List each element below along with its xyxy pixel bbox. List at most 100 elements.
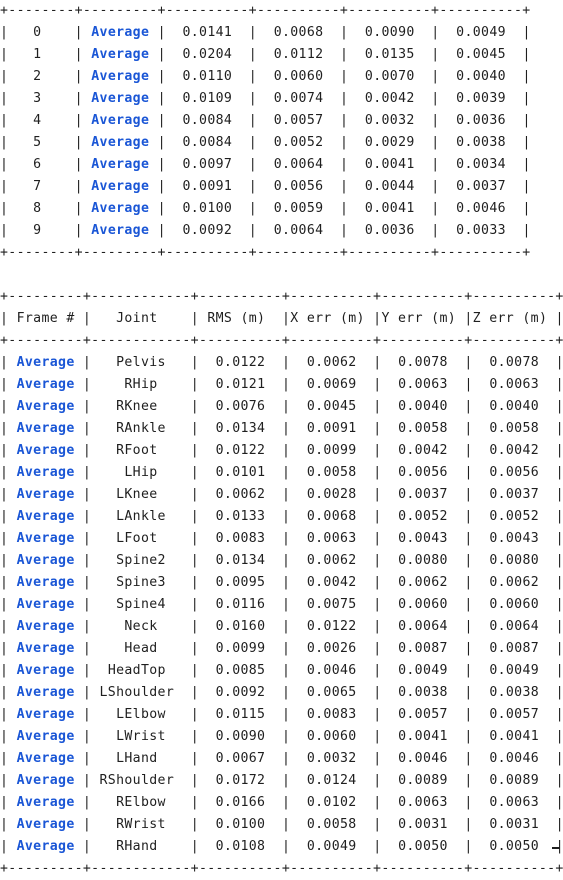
x-err-cell: 0.0062: [307, 553, 357, 568]
frame-cell-pad-l: [8, 465, 16, 480]
column-border: |: [249, 47, 257, 62]
column-border: |: [191, 817, 199, 832]
frame-cell: Average: [17, 773, 75, 788]
x-err-cell: 0.0065: [307, 685, 357, 700]
x-err-cell-pad-r: [323, 157, 340, 172]
frame-cell-pad-r: [75, 641, 83, 656]
column-header-0: Frame #: [17, 311, 75, 326]
x-err-cell: 0.0063: [307, 531, 357, 546]
column-border: |: [464, 465, 472, 480]
joint-cell-pad-l: [83, 25, 91, 40]
rms-cell-pad-l: [199, 839, 216, 854]
column-border: |: [191, 729, 199, 744]
x-err-cell: 0.0122: [307, 619, 357, 634]
column-border: |: [158, 135, 166, 150]
column-border: |: [83, 443, 91, 458]
frame-cell-pad-r: [41, 157, 74, 172]
z-err-cell: 0.0034: [456, 157, 506, 172]
joint-cell-pad-l: [83, 113, 91, 128]
z-err-cell-pad-l: [440, 223, 457, 238]
y-err-cell-pad-l: [348, 179, 365, 194]
column-border: |: [191, 795, 199, 810]
z-err-cell-pad-r: [506, 179, 523, 194]
header-pad-r: [75, 311, 83, 326]
frame-cell-pad-l: [8, 685, 16, 700]
frames-table-row: | 2 | Average | 0.0110 | 0.0060 | 0.0070…: [0, 66, 563, 88]
column-border: |: [158, 179, 166, 194]
x-err-cell: 0.0064: [274, 223, 324, 238]
y-err-cell: 0.0031: [398, 817, 448, 832]
joint-cell: Neck: [124, 619, 157, 634]
frame-cell-pad-l: [8, 421, 16, 436]
column-border: |: [282, 311, 290, 326]
joints-table-row: | Average | RHip | 0.0121 | 0.0069 | 0.0…: [0, 374, 563, 396]
rms-cell-pad-r: [232, 135, 249, 150]
rms-cell-pad-r: [265, 465, 282, 480]
rms-cell-pad-r: [232, 201, 249, 216]
joints-table-row: | Average | LShoulder | 0.0092 | 0.0065 …: [0, 682, 563, 704]
column-border: |: [83, 707, 91, 722]
frame-cell: Average: [17, 399, 75, 414]
joint-cell-pad-l: [91, 619, 124, 634]
z-err-cell-pad-l: [473, 707, 490, 722]
y-err-cell-pad-l: [382, 377, 399, 392]
z-err-cell: 0.0063: [489, 795, 539, 810]
frame-cell-pad-r: [75, 377, 83, 392]
frame-cell-pad-l: [8, 201, 33, 216]
header-pad-r: [365, 311, 373, 326]
frame-cell-pad-l: [8, 751, 16, 766]
z-err-cell-pad-r: [539, 465, 556, 480]
frame-cell: Average: [17, 795, 75, 810]
rms-cell: 0.0090: [216, 729, 266, 744]
x-err-cell: 0.0032: [307, 751, 357, 766]
joints-table-top-border-text: +---------+------------+----------+-----…: [0, 289, 563, 304]
rms-cell-pad-l: [166, 69, 183, 84]
column-border: |: [523, 69, 531, 84]
frames-table-row: | 3 | Average | 0.0109 | 0.0074 | 0.0042…: [0, 88, 563, 110]
y-err-cell: 0.0060: [398, 597, 448, 612]
joint-cell: LHip: [124, 465, 157, 480]
z-err-cell-pad-r: [506, 69, 523, 84]
joint-cell-pad-l: [91, 377, 124, 392]
joints-table-row: | Average | LWrist | 0.0090 | 0.0060 | 0…: [0, 726, 563, 748]
y-err-cell-pad-l: [348, 91, 365, 106]
x-err-cell-pad-r: [323, 201, 340, 216]
joints-table-row: | Average | RHand | 0.0108 | 0.0049 | 0.…: [0, 836, 563, 858]
x-err-cell-pad-l: [290, 663, 307, 678]
x-err-cell-pad-r: [323, 223, 340, 238]
z-err-cell-pad-r: [539, 641, 556, 656]
terminal-cursor: [552, 847, 560, 849]
x-err-cell-pad-l: [290, 553, 307, 568]
rms-cell-pad-l: [199, 553, 216, 568]
z-err-cell: 0.0031: [489, 817, 539, 832]
column-border: |: [75, 113, 83, 128]
x-err-cell-pad-l: [257, 91, 274, 106]
column-border: |: [282, 553, 290, 568]
frame-cell-pad-l: [8, 729, 16, 744]
x-err-cell: 0.0052: [274, 135, 324, 150]
column-border: |: [464, 685, 472, 700]
y-err-cell-pad-r: [448, 707, 465, 722]
joint-cell: RShoulder: [100, 773, 175, 788]
column-border: |: [464, 377, 472, 392]
column-border: |: [373, 465, 381, 480]
column-border: |: [556, 509, 563, 524]
y-err-cell-pad-r: [415, 47, 432, 62]
rms-cell-pad-l: [166, 91, 183, 106]
x-err-cell-pad-l: [257, 69, 274, 84]
column-border: |: [249, 25, 257, 40]
frame-cell-pad-l: [8, 707, 16, 722]
rms-cell-pad-r: [265, 509, 282, 524]
z-err-cell-pad-l: [473, 509, 490, 524]
column-border: |: [83, 817, 91, 832]
x-err-cell-pad-l: [257, 47, 274, 62]
joint-cell: Average: [91, 47, 149, 62]
rms-cell-pad-l: [199, 377, 216, 392]
rms-cell-pad-r: [232, 223, 249, 238]
frame-cell-pad-l: [8, 179, 33, 194]
z-err-cell-pad-r: [539, 619, 556, 634]
column-border: |: [373, 619, 381, 634]
frame-cell-pad-l: [8, 135, 33, 150]
rms-cell-pad-l: [199, 487, 216, 502]
joint-cell-pad-r: [174, 773, 191, 788]
